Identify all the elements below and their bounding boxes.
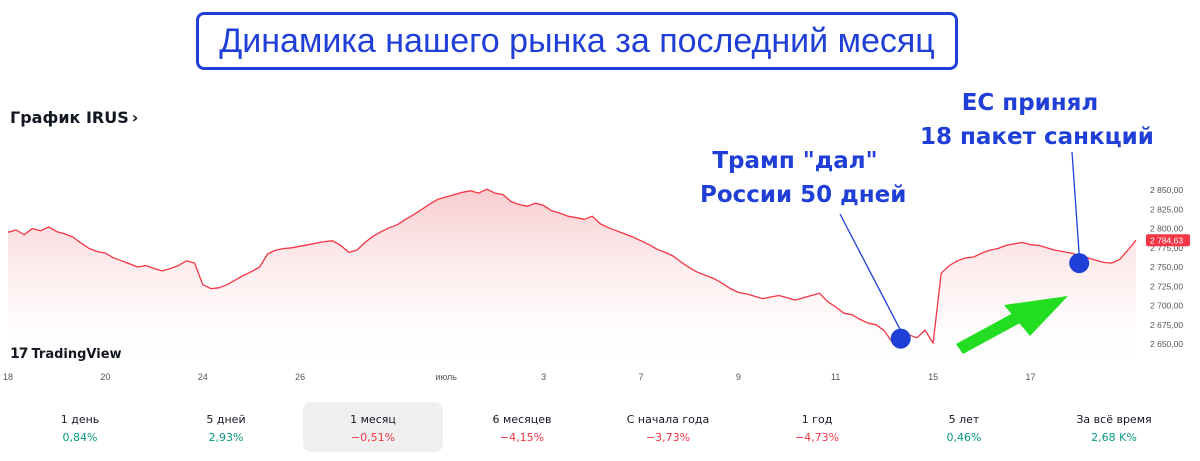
price-line: [7, 188, 1137, 344]
title-banner: Динамика нашего рынка за последний месяц: [196, 12, 958, 70]
chart-link-label: График IRUS: [10, 108, 129, 127]
y-tick-label: 2 725,00: [1150, 281, 1183, 291]
x-tick-label: 18: [3, 372, 13, 382]
period-label: 1 месяц: [350, 413, 396, 426]
tradingview-mark-icon: 17: [10, 346, 29, 362]
x-tick-label: 7: [638, 372, 643, 382]
x-tick-label: 15: [928, 372, 938, 382]
x-tick-label: 17: [1025, 372, 1035, 382]
eu-annotation: ЕС принял 18 пакет санкций: [920, 86, 1154, 154]
x-tick-label: 26: [295, 372, 305, 382]
y-tick-label: 2 850,00: [1150, 185, 1183, 195]
period-1m[interactable]: 1 месяц −0,51%: [303, 402, 443, 452]
eu-annotation-line1: ЕС принял: [961, 90, 1099, 116]
period-ytd[interactable]: С начала года −3,73%: [598, 402, 738, 452]
period-label: 5 лет: [948, 413, 980, 426]
y-tick-label: 2 700,00: [1150, 301, 1183, 311]
period-1d[interactable]: 1 день 0,84%: [10, 402, 150, 452]
eu-callout-line: [1071, 151, 1080, 256]
trump-annotation-line1: Трамп "дал": [712, 148, 878, 174]
period-label: За всё время: [1076, 413, 1152, 426]
eu-event-marker: [1069, 253, 1090, 274]
banner-title: Динамика нашего рынка за последний месяц: [219, 21, 935, 60]
x-tick-label: 20: [100, 372, 110, 382]
tradingview-text: TradingView: [31, 346, 122, 362]
price-chart[interactable]: 2 850,00 2 825,00 2 800,00 2 775,00 2 750,00…: [0, 0, 1200, 395]
x-tick-label: 3: [541, 372, 546, 382]
trump-event-marker: [890, 328, 911, 349]
period-change: −0,51%: [350, 431, 396, 444]
y-tick-label: 2 650,00: [1150, 339, 1183, 349]
x-tick-label: 9: [736, 372, 741, 382]
period-label: 5 дней: [206, 413, 246, 426]
period-change: −3,73%: [645, 431, 691, 444]
chart-title-link[interactable]: График IRUS ›: [10, 108, 138, 127]
period-change: 2,93%: [208, 431, 244, 444]
period-label: 1 день: [60, 413, 100, 426]
y-tick-label: 2 800,00: [1150, 224, 1183, 234]
period-change: 2,68 K%: [1091, 431, 1137, 444]
period-5d[interactable]: 5 дней 2,93%: [156, 402, 296, 452]
period-label: 1 год: [801, 413, 833, 426]
trump-annotation: Трамп "дал" России 50 дней: [700, 144, 907, 212]
y-tick-label: 2 775,00: [1150, 243, 1183, 253]
period-change: −4,73%: [794, 431, 840, 444]
x-tick-label: июль: [435, 372, 457, 382]
chevron-right-icon: ›: [131, 108, 139, 127]
period-all[interactable]: За всё время 2,68 K%: [1044, 402, 1184, 452]
last-price-label: 2 784,63: [1150, 235, 1183, 245]
y-tick-label: 2 825,00: [1150, 204, 1183, 214]
x-tick-label: 11: [831, 372, 840, 382]
period-label: 6 месяцев: [492, 413, 552, 426]
period-selector: 1 день 0,84% 5 дней 2,93% 1 месяц −0,51%…: [0, 402, 1200, 454]
y-tick-label: 2 750,00: [1150, 262, 1183, 272]
trump-annotation-line2: России 50 дней: [700, 182, 907, 208]
period-5y[interactable]: 5 лет 0,46%: [894, 402, 1034, 452]
price-area: [8, 189, 1136, 366]
tradingview-logo[interactable]: 17 TradingView: [10, 346, 122, 362]
period-label: С начала года: [626, 413, 710, 426]
x-tick-label: 24: [198, 372, 208, 382]
period-change: 0,46%: [946, 431, 982, 444]
period-change: −4,15%: [499, 431, 545, 444]
trend-arrow-icon: [956, 296, 1068, 354]
last-price-badge: [1146, 234, 1190, 247]
y-tick-label: 2 675,00: [1150, 320, 1183, 330]
trump-callout-line: [839, 213, 902, 331]
period-1y[interactable]: 1 год −4,73%: [747, 402, 887, 452]
eu-annotation-line2: 18 пакет санкций: [920, 124, 1154, 150]
period-6m[interactable]: 6 месяцев −4,15%: [452, 402, 592, 452]
period-change: 0,84%: [62, 431, 98, 444]
